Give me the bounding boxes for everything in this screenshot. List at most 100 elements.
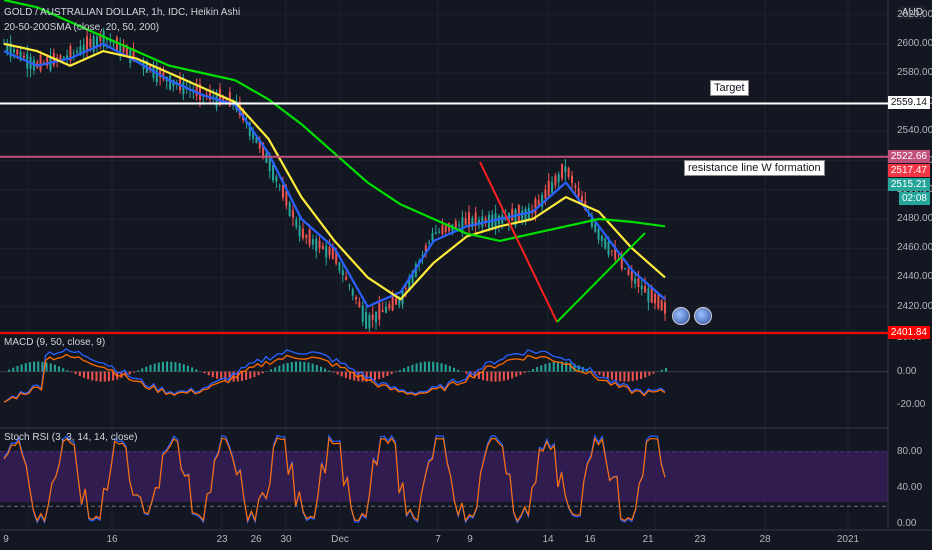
candle <box>664 302 666 314</box>
y-tick-label: 2540.00 <box>897 125 932 137</box>
candle <box>404 288 407 290</box>
macd-histogram-bar <box>12 367 15 372</box>
y-tick-label: 2600.00 <box>897 37 932 49</box>
candle <box>448 222 451 232</box>
candle <box>398 297 401 306</box>
candle <box>454 221 457 229</box>
candle <box>421 255 424 257</box>
candle <box>544 189 547 199</box>
candle <box>514 209 517 226</box>
candle <box>634 278 637 284</box>
candle <box>468 212 471 228</box>
macd-tick-label: -20.00 <box>897 399 926 411</box>
candle <box>318 240 321 249</box>
macd-histogram-bar <box>660 369 663 372</box>
candle <box>660 300 663 311</box>
candle <box>275 176 278 182</box>
macd-histogram-bar <box>145 366 148 372</box>
candle <box>198 83 201 100</box>
macd-histogram-bar <box>627 371 630 382</box>
macd-histogram-bar <box>648 371 651 376</box>
macd-histogram-bar <box>415 363 418 372</box>
macd-histogram-bar <box>153 363 156 372</box>
y-tick-label: 2460.00 <box>897 242 932 254</box>
candle <box>132 49 135 61</box>
candle <box>414 264 417 277</box>
y-tick-label: 2440.00 <box>897 271 932 283</box>
w-downleg[interactable] <box>479 161 558 323</box>
macd-histogram-bar <box>37 361 40 372</box>
candle <box>288 202 291 217</box>
candle <box>225 99 228 101</box>
candle <box>521 210 524 220</box>
candle <box>268 158 271 172</box>
candle <box>371 314 374 320</box>
candle <box>627 270 630 275</box>
candle <box>524 208 527 222</box>
macd-histogram-bar <box>220 371 223 380</box>
candle <box>162 72 165 80</box>
candle <box>96 36 99 46</box>
macd-histogram-bar <box>328 370 331 372</box>
macd-panel <box>3 348 667 403</box>
macd-histogram-bar <box>548 362 551 372</box>
macd-histogram-bar <box>70 371 73 373</box>
macd-legend: MACD (9, 50, close, 9) <box>4 337 106 348</box>
macd-histogram-bar <box>270 369 273 372</box>
macd-histogram-bar <box>398 370 401 372</box>
candle <box>384 306 387 313</box>
macd-histogram-bar <box>465 371 468 374</box>
candle <box>458 224 461 226</box>
w-upleg[interactable] <box>556 232 646 323</box>
macd-histogram-bar <box>407 366 410 372</box>
candle <box>272 165 275 181</box>
macd-histogram-bar <box>536 367 539 372</box>
macd-histogram-bar <box>436 362 439 372</box>
macd-histogram-bar <box>332 371 335 373</box>
candle <box>604 238 607 249</box>
target-annotation[interactable]: Target <box>710 80 749 96</box>
signal-line <box>3 353 666 403</box>
candle <box>115 37 118 51</box>
macd-line <box>3 348 666 403</box>
news-icon[interactable] <box>672 307 690 325</box>
candle <box>159 69 162 78</box>
currency-label[interactable]: AUD <box>898 6 926 19</box>
candle <box>39 54 42 71</box>
macd-histogram-bar <box>112 371 115 381</box>
resistance-annotation[interactable]: resistance line W formation <box>684 160 825 176</box>
macd-histogram-bar <box>91 371 94 381</box>
series-sma200 <box>3 0 666 242</box>
macd-histogram-bar <box>349 371 352 380</box>
candle <box>112 43 115 45</box>
candle <box>285 191 288 206</box>
macd-histogram-bar <box>261 371 264 374</box>
candle <box>122 46 125 53</box>
macd-histogram-bar <box>240 371 243 381</box>
stoch-tick-label: 40.00 <box>897 482 923 494</box>
news-icon[interactable] <box>694 307 712 325</box>
candle <box>348 284 351 287</box>
candle <box>597 228 600 240</box>
candle <box>477 219 480 223</box>
candle <box>139 60 142 62</box>
y-tick-label: 2480.00 <box>897 213 932 225</box>
macd-histogram-bar <box>477 371 480 379</box>
macd-histogram-bar <box>311 363 314 372</box>
stoch-legend: Stoch RSI (3, 3, 14, 14, close) <box>4 432 138 443</box>
macd-histogram-bar <box>299 361 302 372</box>
macd-histogram-bar <box>49 363 52 372</box>
macd-histogram-bar <box>340 371 343 377</box>
macd-histogram-bar <box>174 362 177 372</box>
macd-histogram-bar <box>195 369 198 372</box>
x-tick-label: 16 <box>106 534 118 545</box>
candle <box>325 245 328 258</box>
macd-histogram-bar <box>82 371 85 378</box>
candle <box>341 270 344 276</box>
candle <box>295 219 298 227</box>
macd-histogram-bar <box>66 370 69 372</box>
macd-histogram-bar <box>544 363 547 372</box>
candle <box>355 297 358 300</box>
candle <box>301 228 304 239</box>
candle <box>444 224 447 233</box>
